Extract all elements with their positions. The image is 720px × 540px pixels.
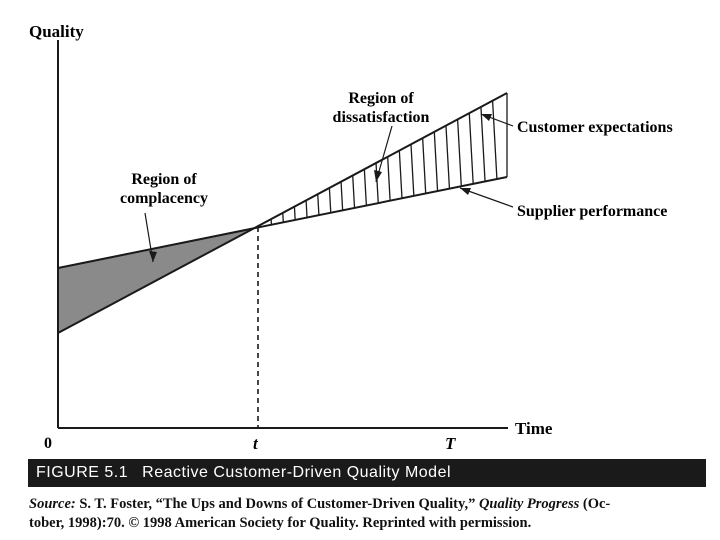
complacency-pointer-arrowhead xyxy=(149,251,157,262)
hatch-line xyxy=(263,93,273,227)
hatch-line xyxy=(287,93,297,227)
quality-model-diagram: Quality Time 0 t T Region of complacency… xyxy=(29,22,673,453)
figure-caption-bar: FIGURE 5.1 Reactive Customer-Driven Qual… xyxy=(28,459,706,487)
customer-expectations-line xyxy=(57,92,508,334)
supplier-performance-line xyxy=(57,176,508,269)
source-journal: Quality Progress xyxy=(478,496,580,512)
supplier-performance-pointer-arrowhead xyxy=(460,188,471,195)
complacency-label-line2: complacency xyxy=(120,190,208,207)
hatch-line xyxy=(431,93,441,227)
y-axis-label: Quality xyxy=(29,22,84,41)
hatch-line xyxy=(479,93,489,227)
hatch-line xyxy=(491,93,501,227)
origin-label: 0 xyxy=(44,435,52,452)
hatch-line xyxy=(299,93,309,227)
hatch-line xyxy=(311,93,321,227)
source-rest-line1: (Oc- xyxy=(579,496,611,512)
dissatisfaction-label-line1: Region of xyxy=(348,90,414,107)
customer-expectations-pointer-arrowhead xyxy=(481,114,492,121)
source-citation: Source: S. T. Foster, “The Ups and Downs… xyxy=(29,495,719,533)
source-line2: tober, 1998):70. © 1998 American Society… xyxy=(29,515,532,531)
T-label: T xyxy=(445,434,456,453)
dissatisfaction-label-line2: dissatisfaction xyxy=(333,109,430,126)
hatch-line xyxy=(443,93,453,227)
hatch-line xyxy=(455,93,465,227)
customer-expectations-label: Customer expectations xyxy=(517,119,673,136)
dissatisfaction-pointer-arrowhead xyxy=(374,170,382,182)
figure-title: Reactive Customer-Driven Quality Model xyxy=(142,464,452,481)
supplier-performance-label: Supplier performance xyxy=(517,203,667,220)
complacency-label-line1: Region of xyxy=(131,171,197,188)
source-author: S. T. Foster, “The Ups and Downs of Cust… xyxy=(75,496,479,512)
t-label: t xyxy=(253,434,259,453)
x-axis-label: Time xyxy=(515,419,553,438)
source-lead: Source: xyxy=(29,496,76,512)
figure-number: FIGURE 5.1 xyxy=(36,464,129,481)
